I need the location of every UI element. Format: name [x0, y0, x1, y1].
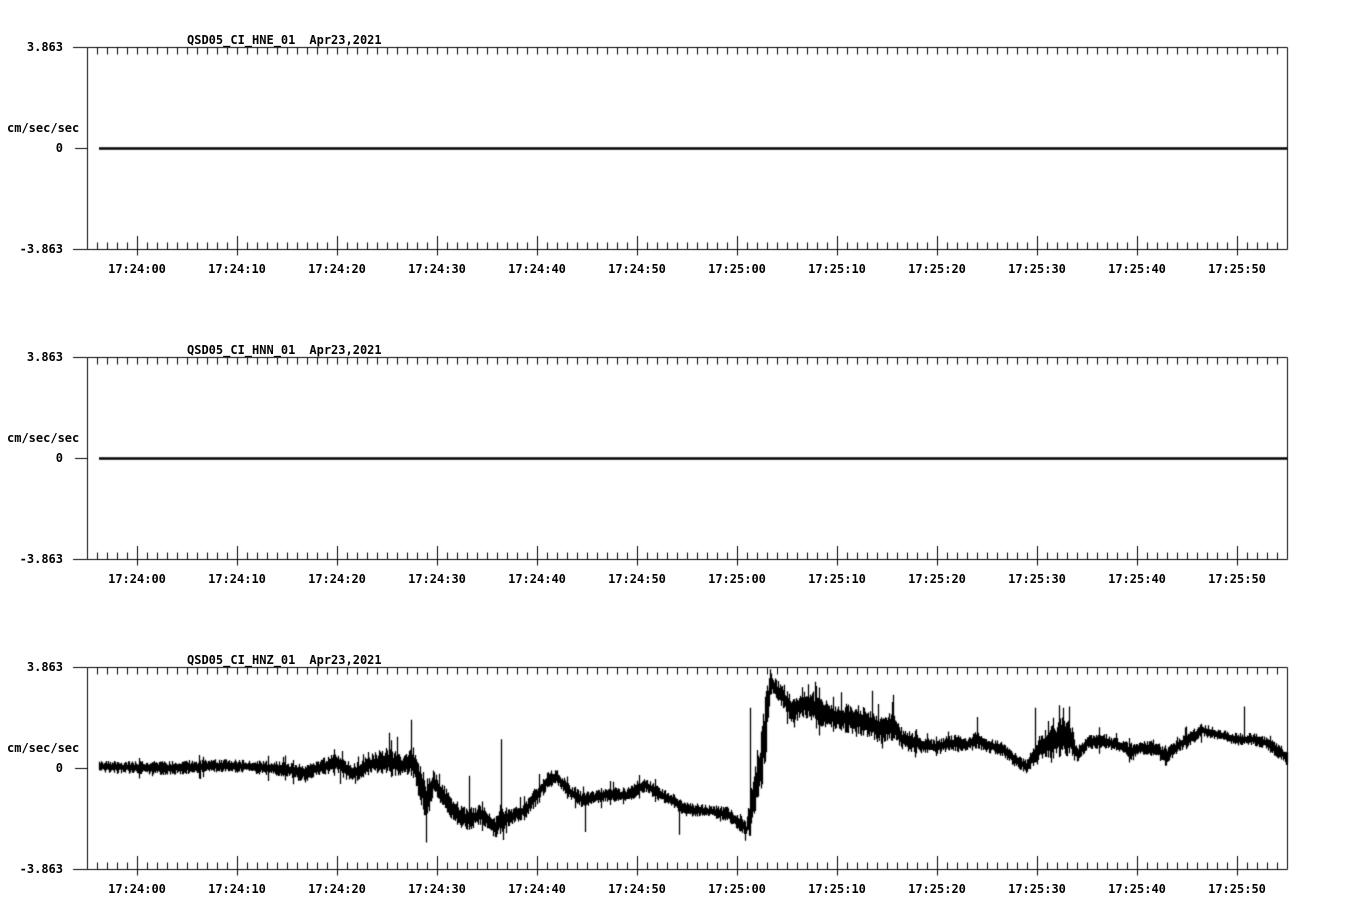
- xtick-label: 17:25:10: [808, 882, 866, 896]
- xtick-label: 17:25:20: [908, 262, 966, 276]
- xtick-label: 17:25:20: [908, 882, 966, 896]
- xtick-label: 17:25:00: [708, 262, 766, 276]
- xtick-label: 17:25:50: [1208, 882, 1266, 896]
- xtick-label: 17:24:50: [608, 882, 666, 896]
- trace-id-label: QSD05_CI_HNN_01: [187, 343, 296, 357]
- xtick-label: 17:24:00: [108, 882, 166, 896]
- y-axis-unit-label: cm/sec/sec: [7, 121, 80, 135]
- xtick-label: 17:25:40: [1108, 882, 1166, 896]
- ytick-max-label: 3.863: [26, 350, 63, 364]
- xtick-label: 17:25:30: [1008, 572, 1066, 586]
- xtick-label: 17:24:20: [308, 882, 366, 896]
- trace-date-label: Apr23,2021: [309, 33, 382, 47]
- xtick-label: 17:24:50: [608, 262, 666, 276]
- xtick-label: 17:25:30: [1008, 882, 1066, 896]
- xtick-label: 17:24:40: [508, 572, 566, 586]
- xtick-label: 17:24:50: [608, 572, 666, 586]
- xtick-label: 17:24:00: [108, 572, 166, 586]
- xtick-label: 17:25:00: [708, 572, 766, 586]
- panel-title: QSD05_CI_HNZ_01 Apr23,2021: [187, 652, 382, 668]
- ytick-zero-label: 0: [55, 141, 63, 155]
- xtick-label: 17:24:10: [208, 882, 266, 896]
- xtick-label: 17:25:50: [1208, 572, 1266, 586]
- ytick-min-label: -3.863: [19, 552, 63, 566]
- xtick-label: 17:24:40: [508, 882, 566, 896]
- xtick-label: 17:24:20: [308, 262, 366, 276]
- ytick-max-label: 3.863: [26, 660, 63, 674]
- trace-date-label: Apr23,2021: [309, 343, 382, 357]
- xtick-label: 17:24:30: [408, 882, 466, 896]
- xtick-label: 17:24:30: [408, 572, 466, 586]
- xtick-label: 17:24:10: [208, 572, 266, 586]
- xtick-label: 17:25:40: [1108, 262, 1166, 276]
- xtick-label: 17:25:10: [808, 572, 866, 586]
- xtick-label: 17:24:20: [308, 572, 366, 586]
- ytick-max-label: 3.863: [26, 40, 63, 54]
- y-axis-unit-label: cm/sec/sec: [7, 741, 80, 755]
- trace-date-label: Apr23,2021: [309, 653, 382, 667]
- xtick-label: 17:25:00: [708, 882, 766, 896]
- ytick-zero-label: 0: [55, 761, 63, 775]
- xtick-label: 17:25:50: [1208, 262, 1266, 276]
- trace-id-label: QSD05_CI_HNE_01: [187, 33, 296, 47]
- ytick-min-label: -3.863: [19, 862, 63, 876]
- xtick-label: 17:25:20: [908, 572, 966, 586]
- xtick-label: 17:24:30: [408, 262, 466, 276]
- xtick-label: 17:24:10: [208, 262, 266, 276]
- ytick-min-label: -3.863: [19, 242, 63, 256]
- panel-title: QSD05_CI_HNN_01 Apr23,2021: [187, 342, 382, 358]
- xtick-label: 17:25:30: [1008, 262, 1066, 276]
- panel-title: QSD05_CI_HNE_01 Apr23,2021: [187, 32, 382, 48]
- trace-id-label: QSD05_CI_HNZ_01: [187, 653, 296, 667]
- ytick-zero-label: 0: [55, 451, 63, 465]
- y-axis-unit-label: cm/sec/sec: [7, 431, 80, 445]
- xtick-label: 17:24:00: [108, 262, 166, 276]
- xtick-label: 17:25:10: [808, 262, 866, 276]
- xtick-label: 17:25:40: [1108, 572, 1166, 586]
- xtick-label: 17:24:40: [508, 262, 566, 276]
